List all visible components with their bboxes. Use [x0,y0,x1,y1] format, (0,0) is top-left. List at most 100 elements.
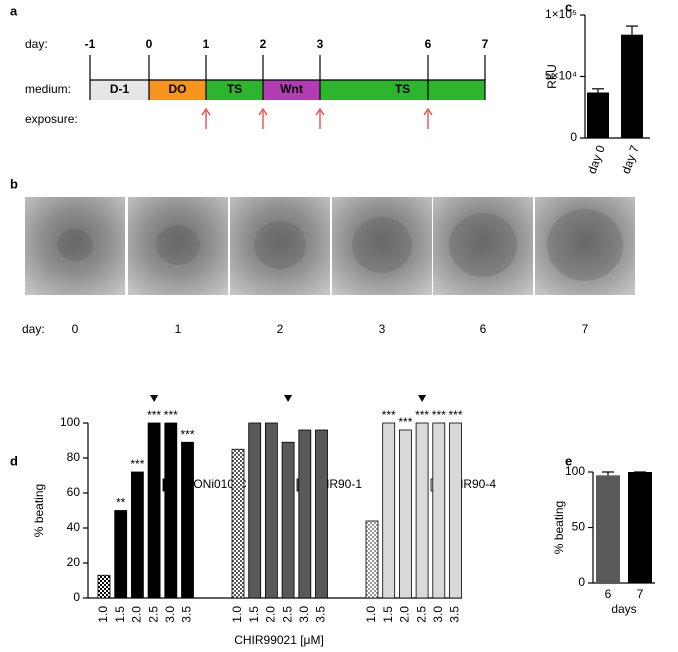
x-tick-label: 3.5 [314,606,328,623]
x-tick-label: 3.5 [448,606,462,623]
bar [298,429,312,599]
bar [147,422,161,599]
day-label: -1 [85,37,96,51]
row-label: exposure: [25,112,78,126]
error-bar [602,471,614,476]
y-axis-label: % beating [552,501,566,554]
exposure-arrow [201,107,211,129]
x-tick-label: 7 [637,587,644,601]
significance: *** [398,415,412,429]
microscopy-image [535,197,635,295]
x-tick-label: day 0 [585,143,608,176]
microscopy-image [128,197,228,295]
exposure-arrow [315,107,325,129]
bar [415,422,429,599]
medium-label: TS [395,82,410,96]
y-tick-label: 50 [572,520,586,534]
bar [587,92,609,138]
highlight-arrow [418,395,427,402]
organoid [352,217,412,273]
y-tick-label: 100 [60,415,80,429]
legend-label: BIONi010-C [182,477,247,491]
day-label: 7 [482,37,489,51]
microscopy-image [332,197,432,295]
y-tick-label: 1×10⁵ [545,7,577,21]
day-label: 3 [317,37,324,51]
x-axis-label: CHIR99021 [μM] [234,633,324,647]
day-label: 2 [260,37,267,51]
exposure-arrow [423,107,433,129]
error-bar [626,25,638,35]
x-tick-label: 2.5 [146,606,160,623]
microscopy-image [433,197,533,295]
bar [596,475,620,583]
x-tick-label: 1.0 [96,606,110,623]
y-tick-label: 20 [67,555,81,569]
x-tick-label: 2.5 [280,606,294,623]
bar [97,574,111,599]
bar [621,34,643,138]
medium-segment [90,80,149,100]
bar [181,441,194,599]
microscopy-image [25,197,125,295]
microscopy-image [230,197,330,295]
medium-label: DO [169,82,187,96]
x-tick-label: 1.0 [230,606,244,623]
y-tick-label: 0 [570,130,577,144]
arrow-head [258,107,268,116]
organoid [449,213,517,277]
bar [398,429,412,599]
image-day-label: 7 [582,322,589,336]
medium-label: Wnt [280,82,303,96]
y-tick-label: 100 [565,464,585,478]
day-label: 0 [146,37,153,51]
x-tick-label: 1.5 [113,606,127,623]
medium-segment [149,80,206,100]
bar [231,448,245,599]
image-day-label: 1 [175,322,182,336]
highlight-arrow [284,395,293,402]
bar [365,520,379,599]
x-tick-label: 2.0 [130,606,144,623]
image-day-label: 6 [480,322,487,336]
day-label: 6 [425,37,432,51]
significance: *** [164,408,178,422]
organoid [57,229,93,261]
bar [114,510,128,599]
significance: *** [448,408,462,422]
bar [130,471,144,599]
row-label: day: [25,37,48,51]
panel-label: b [10,176,18,191]
x-tick-label: 3.0 [297,606,311,623]
y-tick-label: 80 [67,450,81,464]
x-tick-label: 3.0 [163,606,177,623]
x-tick-label: 1.0 [364,606,378,623]
x-tick-label: 1.5 [381,606,395,623]
exposure-arrow [258,107,268,129]
x-axis-label: days [611,602,636,616]
x-tick-label: 6 [605,587,612,601]
x-tick-label: 2.0 [398,606,412,623]
arrow-head [201,107,211,116]
panel-label: a [10,3,18,18]
row-label: medium: [25,82,71,96]
arrow-head [315,107,325,116]
organoid [156,225,200,265]
row-label: day: [22,322,45,336]
organoid [254,221,306,269]
bar [449,422,462,599]
panel-label: d [10,453,18,468]
image-day-label: 3 [379,322,386,336]
medium-segment [206,80,263,100]
x-tick-label: 2.0 [264,606,278,623]
x-tick-label: day 7 [619,143,642,176]
y-tick-label: 60 [67,485,81,499]
organoid [547,209,623,281]
arrow-head [423,107,433,116]
panel-label: e [565,453,572,468]
x-tick-label: 1.5 [247,606,261,623]
medium-segment [320,80,485,100]
significance: ** [116,496,126,510]
significance: *** [130,457,144,471]
